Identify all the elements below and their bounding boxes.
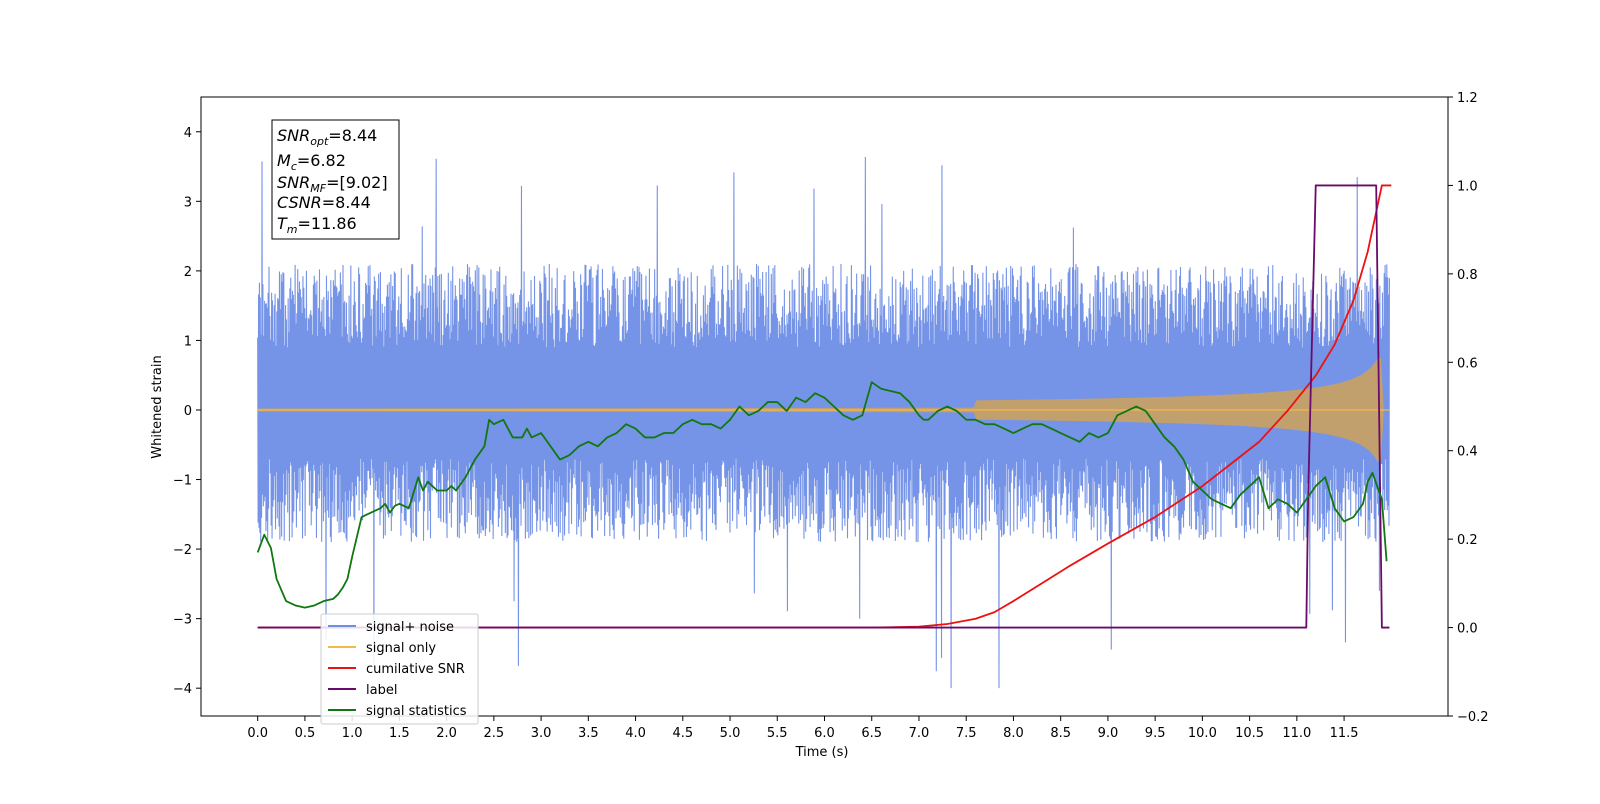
cumulative-snr-line [257, 184, 1392, 629]
x-tick-label: 4.0 [625, 726, 646, 741]
x-tick-label: 3.0 [531, 726, 552, 741]
y-axis-right: −0.2 0.0 0.2 0.4 0.6 0.8 1.0 1.2 [1448, 91, 1489, 725]
legend-label: label [366, 683, 397, 698]
y-left-tick-label: 0 [184, 404, 192, 419]
y-left-tick-label: −2 [173, 543, 192, 558]
y-right-tick-label: 0.4 [1457, 445, 1478, 460]
x-tick-label: 4.5 [672, 726, 693, 741]
x-axis: 0.0 0.5 1.0 1.5 2.0 2.5 3.0 3.5 4.0 4.5 5.0 5.5 6.0 6… [247, 716, 1359, 741]
y-axis-label-left: Whitened strain [150, 355, 165, 458]
y-left-tick-label: −4 [173, 682, 192, 697]
x-tick-label: 10.5 [1235, 726, 1264, 741]
signal-only-series [257, 357, 1390, 463]
signal-statistics-line [256, 381, 1388, 609]
snr-opt-text: SNRopt=8.44 [277, 126, 377, 148]
y-right-tick-label: 0.2 [1457, 533, 1478, 548]
label-series [257, 184, 1390, 629]
mc-text: Mc=6.82 [277, 151, 346, 173]
x-tick-label: 7.0 [909, 726, 930, 741]
cumulative-snr-series [257, 184, 1392, 629]
signal-noise-series [257, 156, 1390, 689]
info-box-frame [271, 119, 400, 240]
legend-frame [320, 613, 479, 725]
y-right-tick-label: −0.2 [1457, 710, 1489, 725]
x-tick-label: 0.5 [295, 726, 316, 741]
x-tick-label: 3.5 [578, 726, 599, 741]
info-box: SNRopt=8.44 Mc=6.82 SNRMF=[9.02] CSNR=8.… [271, 119, 400, 240]
signal-statistics-series [256, 381, 1388, 609]
legend-label: signal+ noise [366, 620, 454, 635]
x-tick-label: 9.5 [1145, 726, 1166, 741]
x-axis-label: Time (s) [795, 745, 849, 760]
y-left-tick-label: 3 [184, 195, 192, 210]
y-right-tick-label: 0.8 [1457, 268, 1478, 283]
signal-noise-line [257, 156, 1390, 689]
x-tick-label: 0.0 [247, 726, 268, 741]
y-right-tick-label: 0.0 [1457, 622, 1478, 637]
y-left-tick-label: −3 [173, 613, 192, 628]
y-right-tick-label: 1.0 [1457, 179, 1478, 194]
x-tick-label: 2.5 [484, 726, 505, 741]
x-tick-label: 5.0 [720, 726, 741, 741]
x-tick-label: 7.5 [956, 726, 977, 741]
x-tick-label: 6.0 [814, 726, 835, 741]
y-right-tick-label: 1.2 [1457, 91, 1478, 106]
plot-area [256, 156, 1392, 689]
y-left-tick-label: −1 [173, 474, 192, 489]
x-tick-label: 9.0 [1098, 726, 1119, 741]
legend-label: cumilative SNR [366, 662, 465, 677]
snr-mf-text: SNRMF=[9.02] [277, 173, 388, 195]
x-tick-label: 5.5 [767, 726, 788, 741]
y-right-tick-label: 0.6 [1457, 356, 1478, 371]
y-left-tick-label: 1 [184, 334, 192, 349]
x-tick-label: 11.0 [1282, 726, 1311, 741]
label-line [257, 184, 1390, 629]
x-tick-label: 8.5 [1050, 726, 1071, 741]
y-left-tick-label: 2 [184, 265, 192, 280]
x-tick-label: 10.0 [1188, 726, 1217, 741]
x-tick-label: 1.5 [389, 726, 410, 741]
legend-label: signal only [366, 641, 436, 656]
x-tick-label: 8.0 [1003, 726, 1024, 741]
x-tick-label: 2.0 [436, 726, 457, 741]
y-left-tick-label: 4 [184, 126, 192, 141]
legend: signal+ noise signal only cumilative SNR la… [320, 613, 479, 725]
x-tick-label: 6.5 [861, 726, 882, 741]
tm-text: Tm=11.86 [277, 214, 357, 236]
legend-label: signal statistics [366, 704, 467, 719]
x-tick-label: 1.0 [342, 726, 363, 741]
x-tick-label: 11.5 [1330, 726, 1359, 741]
y-axis-left: −4 −3 −2 −1 0 1 2 3 4 [173, 126, 201, 697]
csnr-text: CSNR=8.44 [277, 193, 371, 212]
